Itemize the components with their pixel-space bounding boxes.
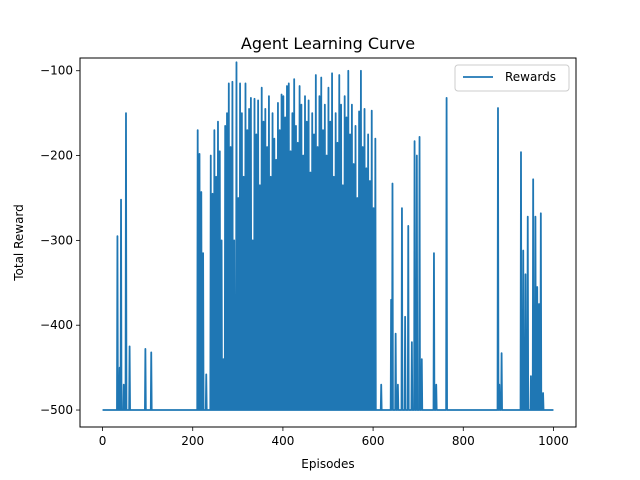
x-axis-ticks: 0 200 400 600 800 1000	[99, 427, 569, 448]
legend-label-rewards: Rewards	[505, 70, 556, 84]
y-tick-label: −500	[40, 403, 73, 417]
y-tick-label: −400	[40, 318, 73, 332]
x-tick-label: 1000	[538, 434, 569, 448]
series-layer	[102, 61, 554, 411]
y-tick-label: −200	[40, 149, 73, 163]
plot-frame	[79, 57, 577, 428]
x-tick-label: 400	[271, 434, 294, 448]
legend: Rewards	[454, 64, 570, 92]
y-axis-ticks: −100 −200 −300 −400 −500	[40, 64, 80, 417]
y-axis-label: Total Reward	[12, 204, 26, 282]
x-tick-label: 800	[452, 434, 475, 448]
x-tick-label: 0	[99, 434, 107, 448]
x-tick-label: 600	[362, 434, 385, 448]
y-tick-label: −300	[40, 233, 73, 247]
legend-box	[454, 64, 570, 92]
x-axis-label: Episodes	[301, 457, 354, 471]
series-line-rewards	[102, 61, 554, 411]
chart-title: Agent Learning Curve	[241, 34, 415, 53]
x-tick-label: 200	[181, 434, 204, 448]
plot-area	[79, 57, 577, 428]
y-tick-label: −100	[40, 64, 73, 78]
